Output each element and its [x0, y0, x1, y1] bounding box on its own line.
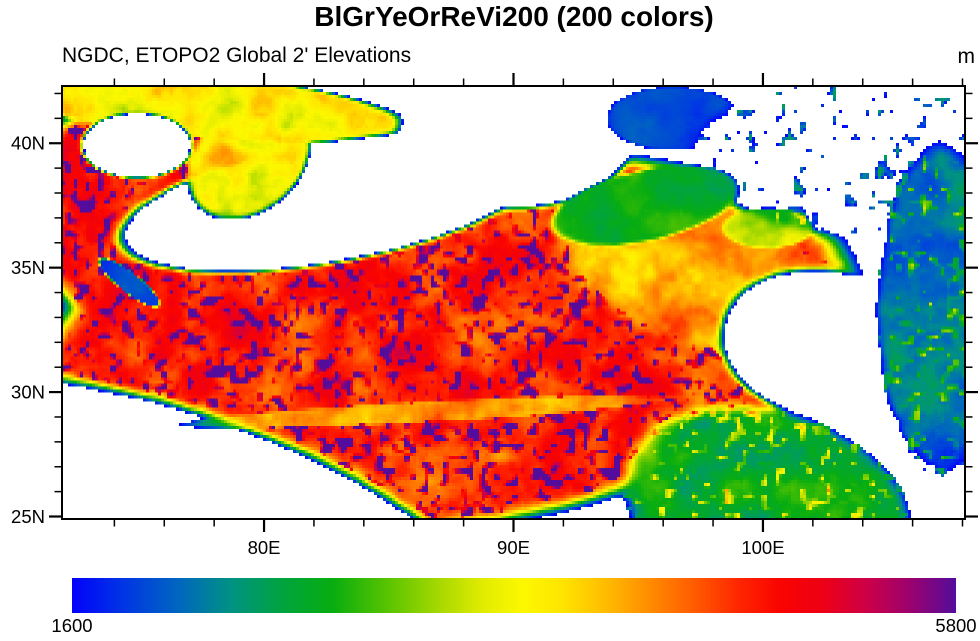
colorbar-min-label: 1600 — [51, 615, 93, 636]
y-axis-tick-label: 40N — [11, 133, 45, 154]
elevation-raster-map — [62, 86, 965, 519]
dataset-subtitle: NGDC, ETOPO2 Global 2' Elevations — [62, 44, 412, 67]
colorbar-max-label: 5800 — [935, 615, 977, 636]
units-label: m — [957, 45, 976, 68]
y-axis-tick-label: 25N — [11, 506, 45, 527]
colorbar-gradient — [72, 578, 956, 613]
x-axis-tick-label: 80E — [248, 537, 281, 558]
x-axis-tick-label: 90E — [497, 537, 530, 558]
x-axis-tick-label: 100E — [741, 537, 784, 558]
y-axis-tick-label: 35N — [11, 257, 45, 278]
plot-title: BlGrYeOrReVi200 (200 colors) — [314, 1, 714, 32]
y-axis-tick-label: 30N — [11, 382, 45, 403]
